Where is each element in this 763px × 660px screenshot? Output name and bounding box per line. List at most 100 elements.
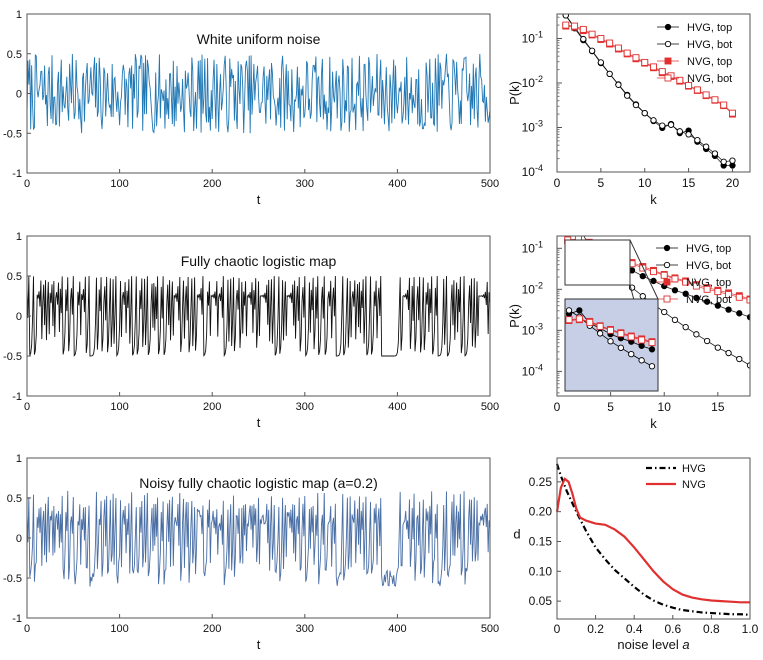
x-tick-label: 0.6 bbox=[664, 622, 681, 636]
series-line bbox=[26, 490, 491, 587]
y-tick-label: -1 bbox=[12, 613, 22, 625]
data-point bbox=[702, 143, 710, 150]
x-tick-label: 0 bbox=[24, 178, 30, 190]
y-tick-label: 0.20 bbox=[529, 505, 553, 519]
y-tick-base: 10 bbox=[522, 165, 536, 179]
data-point bbox=[650, 268, 657, 276]
data-point bbox=[615, 81, 622, 88]
data-point bbox=[661, 308, 668, 316]
inset-data-point bbox=[638, 342, 645, 349]
data-point bbox=[580, 35, 587, 43]
panel-ts1: 0 100 200 300 400 500 -1 -0.5 0 0.5 1 White uniform… bbox=[3, 9, 499, 207]
data-point bbox=[650, 117, 657, 124]
y-tick-base: 10 bbox=[522, 241, 536, 255]
legend-label: NVG bbox=[682, 479, 706, 491]
y-tick-label: -0.5 bbox=[3, 128, 22, 140]
x-tick-label: 5 bbox=[607, 400, 614, 414]
legend-label: HVG, top bbox=[687, 22, 732, 34]
y-tick-exponent: -3 bbox=[535, 321, 543, 331]
data-point bbox=[671, 316, 679, 324]
data-point bbox=[702, 91, 710, 99]
y-tick-label: 10-3 bbox=[522, 321, 543, 337]
data-point bbox=[692, 282, 700, 290]
y-tick-exponent: -2 bbox=[535, 74, 543, 84]
inset-data-point bbox=[576, 307, 583, 314]
x-tick-label: 0 bbox=[554, 622, 561, 636]
data-point bbox=[693, 294, 700, 302]
data-point bbox=[714, 288, 722, 296]
data-point bbox=[641, 110, 648, 117]
data-point bbox=[735, 293, 743, 301]
y-tick-label: 0.5 bbox=[7, 271, 22, 283]
inset-data-point bbox=[628, 350, 635, 358]
series-line bbox=[26, 53, 491, 134]
y-tick-label: 0.05 bbox=[529, 594, 553, 608]
y-tick-label: 0.15 bbox=[529, 534, 553, 548]
data-point bbox=[565, 229, 570, 234]
x-tick-label: 0.2 bbox=[587, 622, 604, 636]
y-axis-label: P(k) bbox=[507, 81, 522, 105]
y-tick-base: 10 bbox=[522, 323, 536, 337]
x-tick-label: 0 bbox=[24, 623, 30, 635]
inset bbox=[564, 239, 659, 392]
data-point bbox=[632, 54, 640, 62]
data-point bbox=[671, 275, 679, 283]
data-point bbox=[725, 291, 733, 298]
y-tick-label: 0.5 bbox=[7, 49, 22, 61]
x-tick-label: 400 bbox=[388, 401, 406, 413]
x-tick-label: 0 bbox=[554, 400, 561, 414]
data-point bbox=[736, 355, 743, 363]
data-point bbox=[658, 68, 666, 76]
data-point bbox=[639, 272, 646, 280]
panel-ts2: 0 100 200 300 400 500 -1 -0.5 0 0.5 1 Fully chaotic… bbox=[3, 231, 499, 430]
inset-data-point bbox=[617, 330, 625, 338]
data-point bbox=[711, 150, 719, 157]
x-axis-label: k bbox=[650, 192, 657, 207]
inset-data-point bbox=[627, 333, 635, 341]
data-point bbox=[623, 49, 631, 57]
data-point bbox=[720, 101, 728, 109]
data-point bbox=[714, 302, 721, 309]
y-tick-exponent: -1 bbox=[535, 239, 543, 249]
x-axis-label: t bbox=[257, 192, 261, 207]
y-tick-base: 10 bbox=[522, 282, 536, 296]
y-tick-exponent: -3 bbox=[535, 118, 543, 128]
x-tick-label: 300 bbox=[296, 178, 314, 190]
data-point bbox=[571, 22, 578, 30]
data-point bbox=[641, 58, 649, 66]
y-tick-label: 0 bbox=[16, 533, 22, 545]
inset-data-point bbox=[565, 307, 573, 314]
x-axis-label: noise level a bbox=[617, 637, 689, 652]
y-tick-label: 0.5 bbox=[7, 493, 22, 505]
y-tick-exponent: -4 bbox=[535, 163, 543, 173]
x-tick-label: 20 bbox=[726, 176, 740, 190]
y-tick-label: -0.5 bbox=[3, 351, 22, 363]
data-point bbox=[720, 158, 727, 165]
x-tick-label: 0.4 bbox=[626, 622, 643, 636]
legend-marker bbox=[664, 57, 672, 65]
inset-data-point bbox=[638, 336, 646, 344]
inset-data-point bbox=[565, 316, 573, 324]
data-point bbox=[682, 278, 690, 286]
data-point bbox=[597, 35, 605, 42]
data-point bbox=[671, 287, 679, 294]
data-point bbox=[694, 136, 701, 144]
data-point bbox=[693, 86, 701, 94]
y-tick-label: 0.25 bbox=[529, 475, 553, 489]
legend-label: HVG, bot bbox=[687, 39, 732, 51]
x-tick-label: 200 bbox=[203, 178, 221, 190]
data-point bbox=[693, 331, 700, 338]
x-tick-label: 15 bbox=[682, 176, 696, 190]
plot-area bbox=[562, 14, 736, 169]
data-point bbox=[703, 285, 711, 293]
data-point bbox=[711, 96, 719, 104]
y-tick-label: -0.5 bbox=[3, 573, 22, 585]
plot-frame bbox=[556, 457, 751, 620]
zoom-box bbox=[564, 239, 631, 286]
data-point bbox=[703, 337, 711, 345]
title-background bbox=[133, 29, 384, 49]
data-point bbox=[576, 224, 581, 229]
data-point bbox=[624, 92, 631, 99]
x-tick-label: 300 bbox=[296, 623, 314, 635]
